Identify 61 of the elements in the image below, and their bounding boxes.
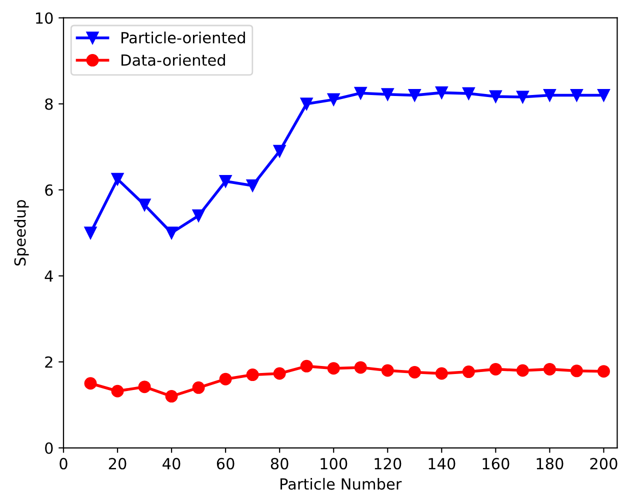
point: [111, 384, 124, 398]
x-tick-label: 180: [536, 458, 564, 470]
point: [570, 89, 583, 102]
point: [192, 381, 205, 394]
point: [138, 380, 151, 394]
point: [219, 372, 232, 386]
point: [381, 88, 394, 101]
y-tick-label: 8: [45, 98, 53, 110]
y-tick-label: 10: [36, 12, 53, 24]
point: [435, 86, 448, 99]
point: [354, 361, 367, 374]
point: [435, 367, 448, 380]
y-tick-label: 0: [45, 442, 53, 454]
point: [408, 89, 421, 102]
point: [597, 89, 610, 102]
x-axis-title: Particle Number: [280, 478, 402, 490]
point: [516, 90, 529, 104]
y-tick-label: 4: [44, 270, 53, 282]
x-tick-label: 200: [590, 458, 618, 470]
point: [111, 172, 124, 186]
x-tick-label: 120: [374, 458, 402, 470]
x-tick-label: 40: [162, 458, 180, 470]
legend-label: Data-oriented: [122, 54, 225, 66]
x-tick-label: 60: [216, 458, 234, 470]
point: [192, 209, 205, 222]
point: [300, 360, 313, 372]
point: [327, 362, 340, 375]
point: [516, 364, 529, 377]
point: [597, 365, 610, 378]
point: [84, 226, 97, 240]
point: [462, 87, 475, 100]
x-tick-label: 100: [320, 458, 348, 470]
point: [327, 93, 340, 106]
y-tick-label: 2: [45, 356, 52, 368]
x-tick-label: 160: [482, 458, 510, 470]
legend-label: Particle-oriented: [122, 32, 245, 44]
x-tick-label: 0: [60, 458, 68, 470]
point: [381, 364, 394, 377]
point: [138, 198, 151, 212]
point: [570, 364, 583, 378]
point: [273, 367, 286, 380]
point: [219, 175, 232, 188]
point: [165, 226, 178, 240]
point: [84, 377, 97, 390]
point: [543, 89, 556, 102]
point: [300, 98, 313, 110]
point: [246, 179, 259, 192]
y-tick-label: 6: [45, 184, 53, 196]
x-tick-label: 140: [428, 458, 456, 470]
point: [354, 86, 367, 100]
x-tick-label: 20: [108, 458, 126, 470]
point: [489, 90, 502, 103]
point: [462, 366, 475, 378]
point: [489, 362, 502, 376]
y-axis-title: Speedup: [14, 200, 29, 266]
point: [543, 362, 556, 376]
point: [408, 366, 421, 378]
point: [273, 144, 286, 158]
point: [246, 368, 259, 382]
x-tick-label: 80: [270, 458, 288, 470]
point: [165, 390, 178, 403]
